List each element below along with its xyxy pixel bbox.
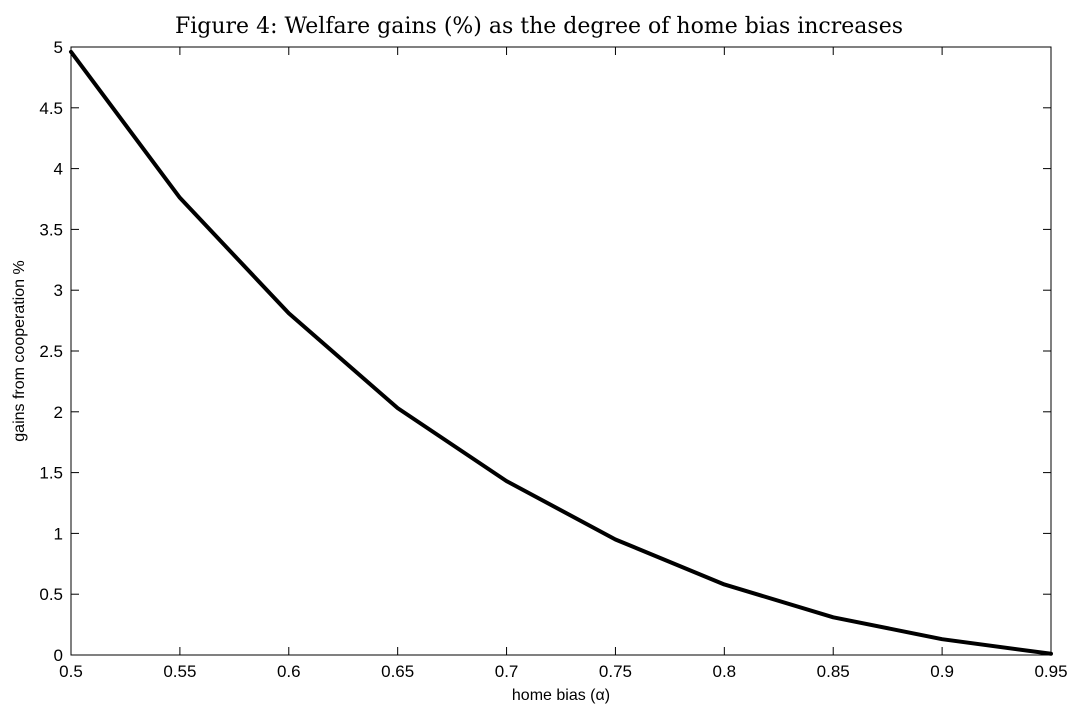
y-tick-label: 4: [54, 160, 63, 179]
y-tick-label: 3: [54, 281, 63, 300]
y-tick-label: 0: [54, 646, 63, 665]
x-axis: 0.5 0.55 0.6 0.65 0.7 0.75 0.8 0.85 0.9 0.95: [59, 47, 1068, 681]
x-tick-label: 0.8: [713, 662, 737, 681]
y-tick-label: 2: [54, 403, 63, 422]
y-tick-label: 1: [54, 524, 63, 543]
x-tick-label: 0.9: [930, 662, 954, 681]
x-tick-label: 0.7: [495, 662, 519, 681]
y-tick-label: 1.5: [39, 464, 63, 483]
chart-title: Figure 4: Welfare gains (%) as the degre…: [174, 14, 904, 39]
x-tick-label: 0.85: [817, 662, 850, 681]
y-axis: 0 0.5 1 1.5 2 2.5 3 3.5 4 4.5 5: [39, 38, 1051, 665]
x-tick-label: 0.55: [163, 662, 196, 681]
y-tick-label: 3.5: [39, 220, 63, 239]
x-axis-label: home bias (α): [512, 687, 610, 704]
plot-area-frame: [70, 46, 1052, 656]
y-tick-label: 2.5: [39, 342, 63, 361]
y-tick-label: 5: [54, 38, 63, 57]
series-line: [69, 49, 1053, 656]
x-tick-label: 0.65: [381, 662, 414, 681]
y-tick-label: 0.5: [39, 585, 63, 604]
x-tick-label: 0.75: [599, 662, 632, 681]
y-axis-label: gains from cooperation %: [11, 260, 28, 441]
x-tick-label: 0.5: [59, 662, 83, 681]
y-tick-label: 4.5: [39, 99, 63, 118]
x-tick-label: 0.6: [277, 662, 301, 681]
x-tick-label: 0.95: [1034, 662, 1067, 681]
